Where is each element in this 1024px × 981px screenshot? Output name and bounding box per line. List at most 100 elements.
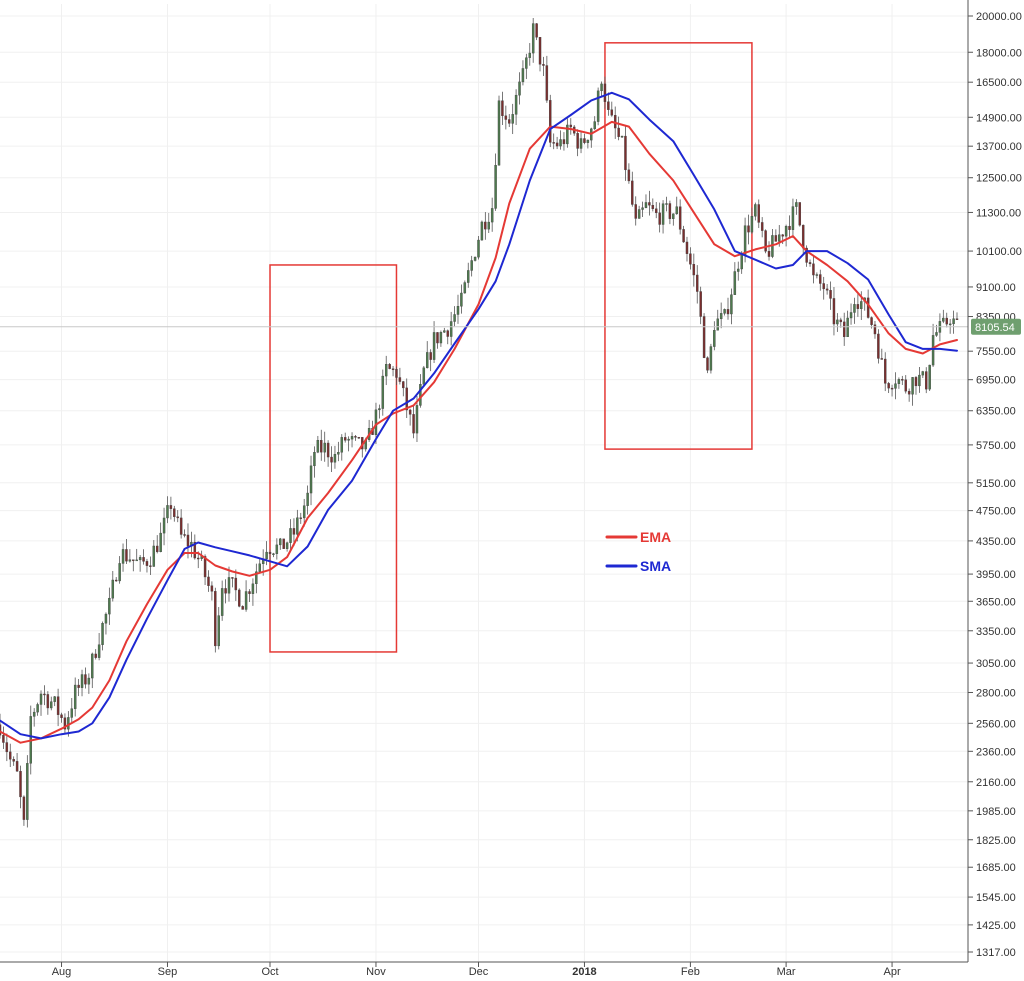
candle-body-up [490, 208, 494, 223]
candle [521, 60, 525, 86]
candle-body-up [740, 254, 743, 270]
x-tick-label: Oct [261, 966, 278, 978]
candle [689, 247, 692, 270]
y-tick-label: 4750.00 [976, 506, 1016, 518]
candle-body-up [948, 323, 952, 326]
candle [883, 352, 887, 392]
last-price-badge-bg [971, 318, 1021, 335]
y-tick-label: 11300.00 [976, 207, 1021, 219]
candle [272, 552, 275, 558]
candle [268, 549, 272, 562]
y-tick-label: 6350.00 [976, 406, 1016, 418]
candle [422, 365, 426, 386]
x-tick-label: Feb [681, 966, 700, 978]
candle-body-up [644, 202, 648, 208]
candle [631, 171, 634, 207]
candle-body-down [19, 770, 22, 798]
y-tick-label: 1545.00 [976, 892, 1016, 904]
candle [477, 235, 480, 260]
candle-body-up [737, 268, 740, 272]
candle-body-up [480, 221, 484, 241]
candle-body-down [925, 371, 928, 390]
candle-body-down [866, 297, 870, 318]
candle-body-down [501, 100, 504, 117]
candle [0, 713, 2, 739]
candle [391, 366, 395, 377]
candle [494, 153, 497, 211]
candle [214, 587, 217, 653]
candle-body-down [877, 333, 880, 359]
candle-body-up [453, 314, 456, 322]
series-line-ema [0, 120, 958, 744]
candle [637, 205, 641, 219]
candle [9, 743, 12, 768]
candle [839, 317, 843, 328]
candle [402, 380, 405, 397]
candle [333, 445, 337, 469]
candle [842, 312, 846, 346]
candle-body-down [829, 290, 832, 299]
candle-body-up [272, 553, 275, 555]
candle-body-up [67, 717, 70, 730]
candle-body-down [825, 288, 829, 291]
candle-body-down [907, 390, 911, 395]
candle-body-down [2, 734, 5, 743]
candle [730, 288, 733, 325]
candle [439, 330, 443, 347]
y-tick-label: 7550.00 [976, 346, 1016, 358]
candle [685, 236, 689, 262]
candle [53, 695, 56, 707]
candle-body-up [255, 571, 258, 585]
candle-body-up [296, 517, 299, 535]
candle-body-down [282, 538, 285, 549]
candle [220, 580, 224, 621]
candle-body-down [5, 742, 9, 753]
candle [795, 199, 798, 215]
candle-body-up [135, 559, 138, 562]
candle [822, 276, 825, 300]
candle-body-up [586, 139, 590, 143]
candle [292, 518, 296, 547]
candle [176, 510, 179, 523]
x-tick-label: Dec [469, 966, 489, 978]
candle [702, 313, 706, 359]
y-tick-label: 1425.00 [976, 920, 1016, 932]
candle-body-down [176, 516, 179, 519]
candle-body-up [111, 579, 115, 599]
candle [395, 366, 398, 386]
candle-body-up [378, 408, 381, 411]
candle-body-down [193, 541, 197, 559]
candle-body-down [880, 358, 884, 360]
y-tick-label: 9100.00 [976, 282, 1016, 294]
candle [672, 213, 675, 226]
candle-body-down [648, 202, 651, 206]
candle-body-down [183, 534, 186, 536]
candle [648, 190, 651, 216]
candle [378, 404, 381, 419]
candle [600, 81, 603, 97]
candle [398, 367, 402, 385]
candle [125, 538, 128, 565]
candle [275, 538, 279, 560]
candle-body-up [846, 317, 849, 338]
candle [846, 310, 849, 338]
candle [320, 429, 323, 461]
candle-body-up [593, 121, 596, 130]
candle [774, 229, 778, 242]
y-tick-label: 18000.00 [976, 47, 1022, 59]
candle-body-down [398, 377, 402, 382]
candle [159, 522, 162, 553]
candle [374, 402, 378, 444]
candle [678, 199, 682, 235]
candle-body-down [22, 796, 26, 820]
candle [412, 404, 415, 439]
candle-body-down [904, 379, 907, 392]
candle [641, 201, 644, 217]
candle-body-up [463, 282, 467, 294]
candle-body-up [596, 90, 600, 122]
candle-body-up [815, 274, 819, 276]
candle [179, 509, 183, 539]
candle-body-down [627, 169, 631, 182]
candle [162, 507, 166, 546]
